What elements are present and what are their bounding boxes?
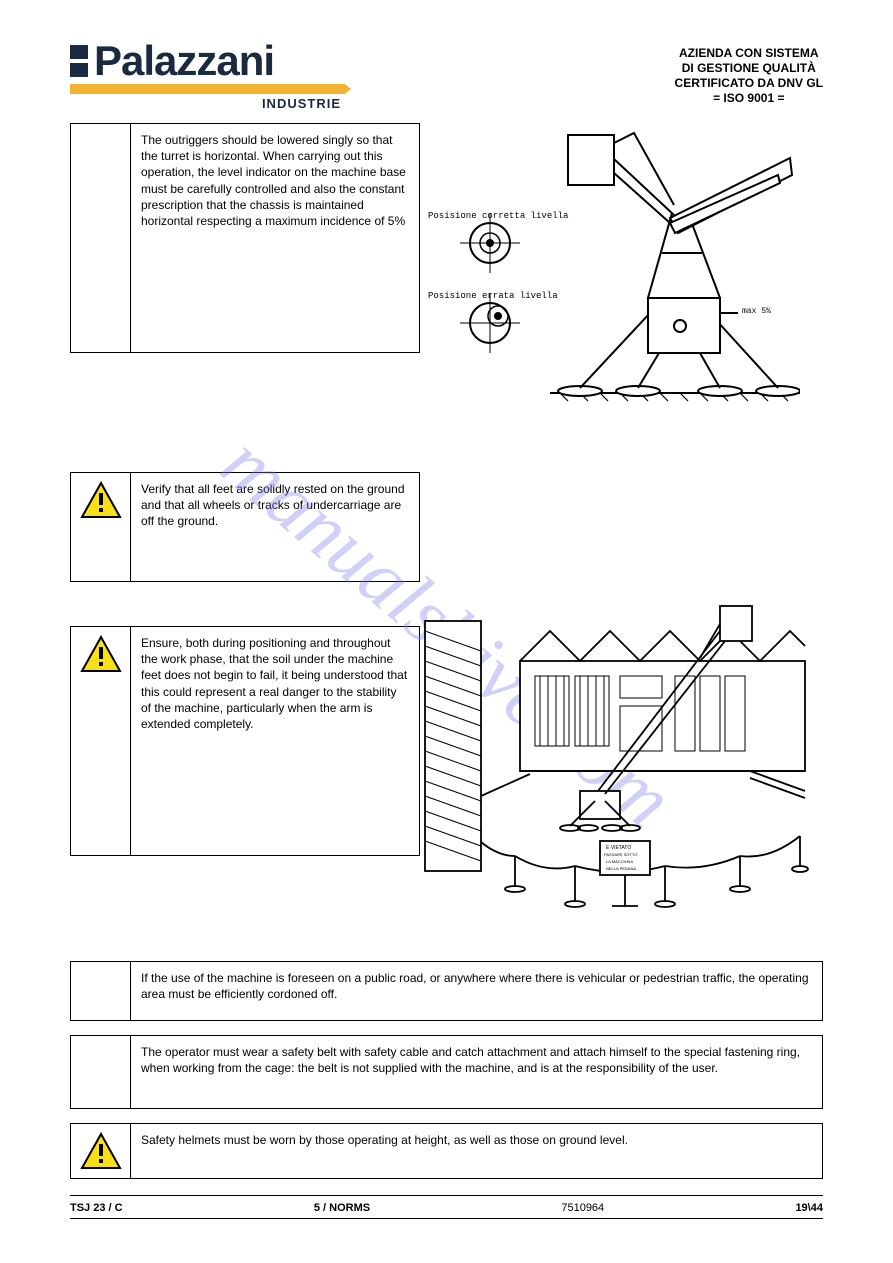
footer-section: 5 / NORMS: [314, 1202, 370, 1214]
level-wrong-label: Posisione errata livella: [428, 291, 558, 301]
warning-box-body: Ensure, both during positioning and thro…: [131, 627, 419, 855]
sign-text: E VIETATO: [606, 845, 631, 851]
max-incline-label: max 5%: [742, 307, 771, 316]
warning-triangle-icon: [80, 635, 122, 673]
warning-icon-cell: [71, 473, 131, 581]
row-soil: Ensure, both during positioning and thro…: [70, 626, 823, 931]
diagram-worksite: E VIETATO PASSARE SOTTO LA MACCHINA NELL…: [420, 566, 823, 931]
info-box-body: The operator must wear a safety belt wit…: [131, 1036, 822, 1108]
cert-line: = ISO 9001 =: [675, 91, 823, 106]
cert-line: AZIENDA CON SISTEMA: [675, 46, 823, 61]
brand-underline: [70, 84, 345, 94]
certification-block: AZIENDA CON SISTEMA DI GESTIONE QUALITÀ …: [675, 46, 823, 106]
info-box-cordon: If the use of the machine is foreseen on…: [70, 961, 823, 1021]
info-box-safety-belt: The operator must wear a safety belt wit…: [70, 1035, 823, 1109]
brand-logo: Palazzani INDUSTRIE: [70, 40, 345, 111]
sign-text: PASSARE SOTTO: [604, 852, 637, 857]
warning-triangle-icon: [80, 481, 122, 519]
warning-box-body: Safety helmets must be worn by those ope…: [131, 1124, 822, 1178]
info-box-body: The outriggers should be lowered singly …: [131, 124, 419, 352]
warning-triangle-icon: [80, 1132, 122, 1170]
info-box-outriggers: The outriggers should be lowered singly …: [70, 123, 420, 353]
page-footer: TSJ 23 / C 5 / NORMS 7510964 19\44: [70, 1195, 823, 1214]
cert-line: CERTIFICATO DA DNV GL: [675, 76, 823, 91]
warning-box-soil: Ensure, both during positioning and thro…: [70, 626, 420, 856]
footer-page: 19\44: [795, 1202, 823, 1214]
row-outriggers: The outriggers should be lowered singly …: [70, 123, 823, 428]
warning-icon-cell: [71, 627, 131, 855]
brand-sub: INDUSTRIE: [262, 96, 341, 111]
info-box-icon-cell: [71, 1036, 131, 1108]
footer-doc-number: 7510964: [561, 1202, 604, 1214]
cert-line: DI GESTIONE QUALITÀ: [675, 61, 823, 76]
footer-rule-2: [70, 1218, 823, 1219]
warning-icon-cell: [71, 1124, 131, 1178]
sign-text: LA MACCHINA: [606, 859, 633, 864]
level-correct-label: Posisione corretta livella: [428, 211, 569, 221]
info-box-body: If the use of the machine is foreseen on…: [131, 962, 822, 1020]
info-box-icon-cell: [71, 962, 131, 1020]
page: manualshive.com Palazzani INDUSTRIE AZIE…: [0, 0, 893, 1263]
info-box-icon-cell: [71, 124, 131, 352]
warning-box-body: Verify that all feet are solidly rested …: [131, 473, 419, 581]
warning-box-helmets: Safety helmets must be worn by those ope…: [70, 1123, 823, 1179]
page-header: Palazzani INDUSTRIE AZIENDA CON SISTEMA …: [70, 40, 823, 111]
diagram-level: Posisione corretta livella Posisione err…: [420, 123, 823, 428]
warning-box-feet: Verify that all feet are solidly rested …: [70, 472, 420, 582]
brand-name: Palazzani: [94, 40, 274, 82]
sign-text: NELLA PEDANA: [606, 866, 636, 871]
footer-model: TSJ 23 / C: [70, 1202, 123, 1214]
brand-mark-icon: [70, 45, 88, 77]
